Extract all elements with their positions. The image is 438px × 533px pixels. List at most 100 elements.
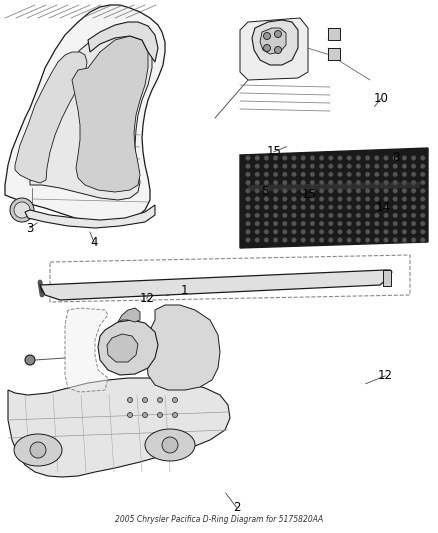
Circle shape: [319, 172, 324, 177]
Circle shape: [356, 197, 361, 201]
Circle shape: [301, 172, 306, 177]
Circle shape: [338, 205, 343, 209]
Circle shape: [393, 164, 398, 169]
Circle shape: [319, 188, 324, 193]
Circle shape: [273, 172, 278, 177]
Circle shape: [411, 205, 416, 209]
Polygon shape: [88, 22, 158, 62]
Circle shape: [328, 188, 333, 193]
Circle shape: [338, 221, 343, 226]
Circle shape: [292, 221, 297, 226]
Circle shape: [301, 238, 306, 243]
Circle shape: [255, 213, 260, 218]
Circle shape: [255, 205, 260, 209]
Text: 2005 Chrysler Pacifica D-Ring Diagram for 5175820AA: 2005 Chrysler Pacifica D-Ring Diagram fo…: [115, 515, 323, 524]
Circle shape: [246, 164, 251, 169]
Circle shape: [420, 180, 425, 185]
Circle shape: [328, 197, 333, 201]
Circle shape: [338, 238, 343, 243]
Circle shape: [292, 180, 297, 185]
Text: 4: 4: [90, 236, 98, 249]
Text: 15: 15: [266, 146, 281, 158]
Circle shape: [384, 238, 389, 243]
Circle shape: [374, 180, 379, 185]
Circle shape: [328, 164, 333, 169]
Circle shape: [264, 229, 269, 235]
Circle shape: [25, 355, 35, 365]
Circle shape: [420, 238, 425, 243]
Circle shape: [292, 229, 297, 235]
Polygon shape: [40, 270, 392, 300]
Circle shape: [420, 221, 425, 226]
Circle shape: [273, 156, 278, 160]
Circle shape: [356, 238, 361, 243]
Circle shape: [319, 156, 324, 160]
Circle shape: [402, 229, 407, 235]
Circle shape: [142, 398, 148, 402]
Polygon shape: [15, 52, 87, 183]
Circle shape: [420, 213, 425, 218]
Circle shape: [292, 164, 297, 169]
Circle shape: [301, 213, 306, 218]
Text: 5: 5: [261, 185, 268, 198]
Circle shape: [365, 180, 370, 185]
Text: 14: 14: [376, 201, 391, 214]
Circle shape: [420, 188, 425, 193]
Circle shape: [264, 213, 269, 218]
Text: 1: 1: [180, 284, 188, 297]
Circle shape: [393, 238, 398, 243]
Circle shape: [402, 197, 407, 201]
Circle shape: [310, 180, 315, 185]
Circle shape: [273, 205, 278, 209]
Circle shape: [328, 221, 333, 226]
Circle shape: [365, 221, 370, 226]
Circle shape: [420, 156, 425, 160]
Circle shape: [347, 156, 352, 160]
Circle shape: [347, 197, 352, 201]
Circle shape: [347, 180, 352, 185]
Circle shape: [310, 238, 315, 243]
Circle shape: [347, 164, 352, 169]
Circle shape: [402, 238, 407, 243]
Circle shape: [319, 229, 324, 235]
Text: 8: 8: [393, 151, 400, 164]
Circle shape: [255, 172, 260, 177]
Circle shape: [384, 180, 389, 185]
Circle shape: [283, 156, 287, 160]
Circle shape: [158, 413, 162, 417]
Polygon shape: [260, 28, 286, 54]
Circle shape: [264, 33, 271, 39]
Circle shape: [264, 238, 269, 243]
Circle shape: [365, 188, 370, 193]
Circle shape: [374, 213, 379, 218]
Circle shape: [338, 213, 343, 218]
Circle shape: [338, 229, 343, 235]
Circle shape: [393, 172, 398, 177]
Polygon shape: [5, 5, 165, 223]
Circle shape: [246, 229, 251, 235]
Circle shape: [384, 221, 389, 226]
Circle shape: [310, 188, 315, 193]
Circle shape: [273, 164, 278, 169]
Circle shape: [283, 238, 287, 243]
Circle shape: [365, 213, 370, 218]
Circle shape: [365, 238, 370, 243]
Circle shape: [127, 413, 133, 417]
Circle shape: [319, 205, 324, 209]
Circle shape: [301, 164, 306, 169]
Circle shape: [283, 180, 287, 185]
Circle shape: [310, 156, 315, 160]
Circle shape: [384, 164, 389, 169]
Circle shape: [310, 164, 315, 169]
Circle shape: [264, 205, 269, 209]
Circle shape: [283, 221, 287, 226]
Circle shape: [264, 180, 269, 185]
Circle shape: [328, 229, 333, 235]
Text: 10: 10: [374, 92, 389, 105]
Circle shape: [301, 221, 306, 226]
Circle shape: [264, 172, 269, 177]
Circle shape: [301, 180, 306, 185]
Circle shape: [292, 188, 297, 193]
Circle shape: [162, 437, 178, 453]
Circle shape: [273, 221, 278, 226]
